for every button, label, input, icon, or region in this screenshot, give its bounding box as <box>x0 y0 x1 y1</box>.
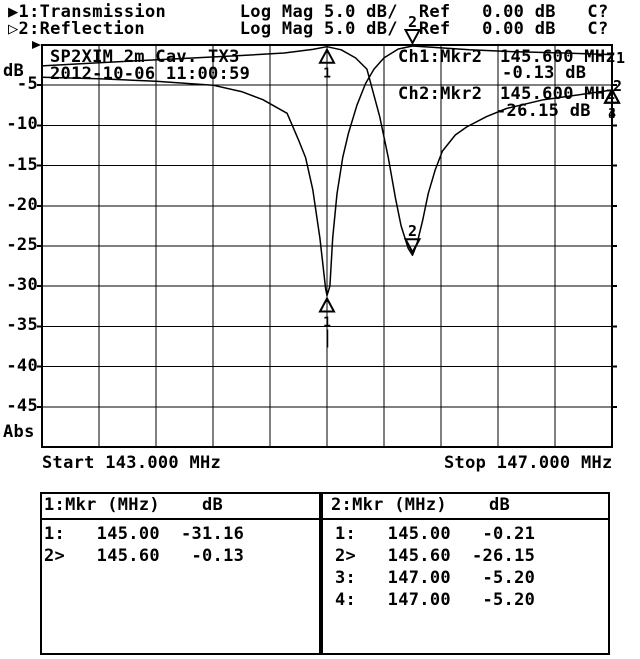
marker-table-row: 4: 147.00 -5.20 <box>335 590 536 610</box>
marker-table-ch1-separator <box>42 518 319 520</box>
marker-2-label: 2 <box>408 13 417 31</box>
x-axis-stop-label: Stop 147.000 MHz <box>444 453 613 473</box>
y-axis-tick-label: -35 <box>6 315 38 336</box>
marker-2-triangle-icon <box>403 29 422 46</box>
marker-table-row: 3: 147.00 -5.20 <box>335 568 536 588</box>
trace1-edge-label: 1 <box>616 49 626 67</box>
marker-table-ch2-rows: 1: 145.00 -0.21 2> 145.60 -26.15 3: 147.00… <box>335 523 535 611</box>
y-axis-tick-label: -40 <box>6 355 38 376</box>
trace-2-line <box>41 45 613 256</box>
x-axis-start-label: Start 143.000 MHz <box>42 453 222 473</box>
y-axis-bottom-label: Abs <box>3 422 35 442</box>
trace-1-line <box>41 45 613 297</box>
marker-table-ch1: 1:Mkr (MHz) dB 1: 145.00 -31.16 2> 145.60… <box>40 492 321 655</box>
y-axis-tick-label: -45 <box>6 395 38 416</box>
y-axis-tick-label: -5 <box>16 74 38 95</box>
ch1-marker-readout-value: -0.13 dB <box>502 63 587 83</box>
y-axis-tick-label: -25 <box>6 235 38 255</box>
y-axis-unit-label: dB <box>3 61 25 81</box>
marker-table-ch1-header: 1:Mkr (MHz) dB <box>44 495 224 515</box>
ref-level-arrow-icon <box>32 41 41 49</box>
marker-table-ch2: 2:Mkr (MHz) dB 1: 145.00 -0.21 2> 145.60 … <box>321 492 610 655</box>
marker-table-row: 2> 145.60 -0.13 <box>44 546 245 566</box>
channel1-header-line: ▶1:Transmission Log Mag 5.0 dB/ Ref 0.00… <box>8 2 609 22</box>
marker-table-ch1-rows: 1: 145.00 -31.16 2> 145.60 -0.13 <box>44 523 244 567</box>
marker-1-label: 1 <box>323 316 331 331</box>
marker-4-label: 4 <box>608 107 616 122</box>
trace2-edge-label: 2 <box>613 77 623 95</box>
marker-table-row: 1: 145.00 -31.16 <box>44 524 245 544</box>
ch2-marker-readout-label: Ch2:Mkr2 <box>398 84 483 104</box>
y-axis-tick-label: -20 <box>6 194 38 215</box>
marker-table-ch2-header: 2:Mkr (MHz) dB <box>331 495 511 515</box>
y-axis-tick-label: -30 <box>6 275 38 296</box>
marker-3-label: 3 <box>608 107 616 122</box>
marker-2-label: 2 <box>408 222 417 240</box>
marker-table-row: 1: 145.00 -0.21 <box>335 524 536 544</box>
marker-2-triangle-icon <box>403 238 422 255</box>
channel2-header-line: ▷2:Reflection Log Mag 5.0 dB/ Ref 0.00 d… <box>8 19 609 39</box>
ch1-marker-readout-label: Ch1:Mkr2 <box>398 47 483 67</box>
marker-table-row: 2> 145.60 -26.15 <box>335 546 536 566</box>
marker-1-label: 1 <box>323 67 331 82</box>
marker-table-ch2-separator <box>323 518 608 520</box>
marker-4-triangle-icon <box>603 87 621 104</box>
y-axis-tick-label: -10 <box>6 114 38 135</box>
marker-1-triangle-icon <box>318 47 336 64</box>
y-axis-tick-label: -15 <box>6 154 38 175</box>
device-caption: SP2XIM 2m Cav. TX3 <box>50 47 240 67</box>
marker-1-triangle-icon <box>318 296 336 313</box>
